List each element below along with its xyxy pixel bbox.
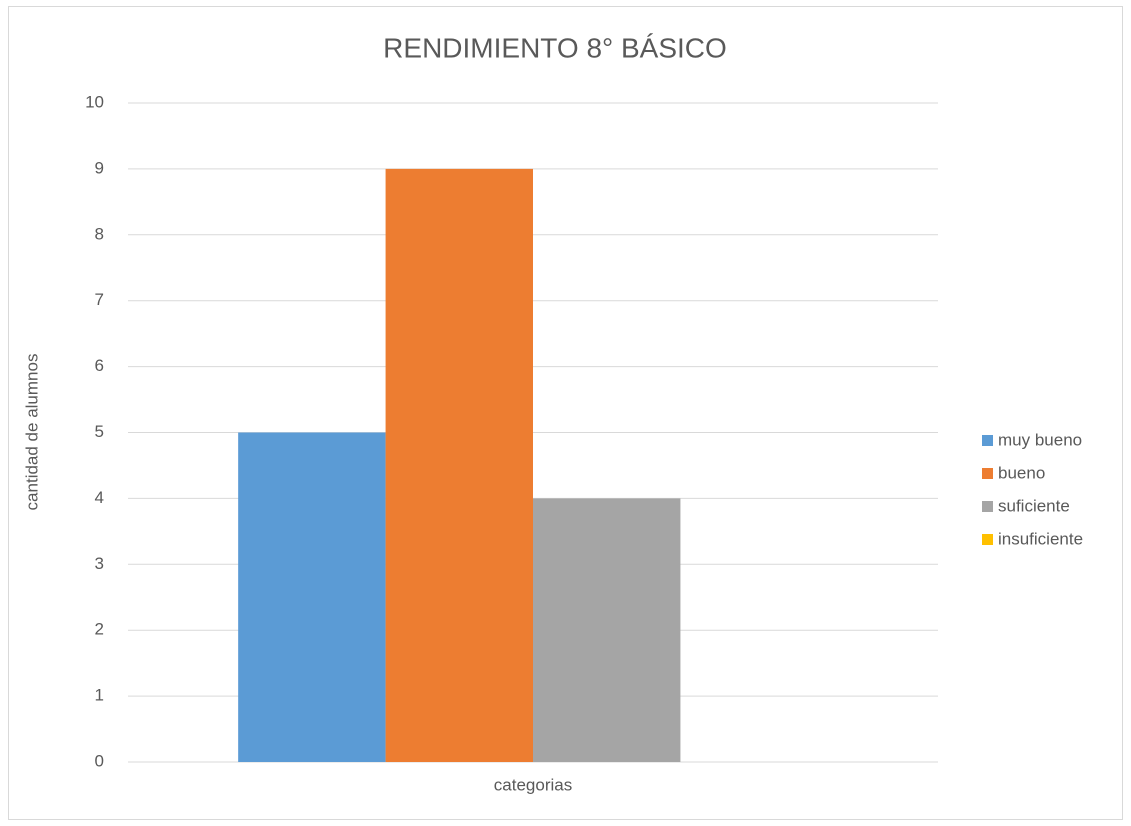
bar <box>385 168 533 762</box>
bar <box>533 498 681 762</box>
y-tick-label: 3 <box>95 554 104 573</box>
y-tick-label: 5 <box>95 422 104 441</box>
y-tick-label: 1 <box>95 686 104 705</box>
y-axis-label: cantidad de alumnos <box>22 354 41 511</box>
y-tick-label: 10 <box>85 92 104 111</box>
chart-title: RENDIMIENTO 8° BÁSICO <box>383 32 727 63</box>
bar <box>238 432 386 762</box>
y-tick-label: 6 <box>95 356 104 375</box>
x-tick-label: categorias <box>494 775 572 794</box>
y-tick-label: 2 <box>95 620 104 639</box>
legend-label: bueno <box>998 463 1045 482</box>
y-tick-label: 8 <box>95 224 104 243</box>
legend-swatch <box>982 501 993 512</box>
legend-swatch <box>982 468 993 479</box>
y-tick-label: 0 <box>95 751 104 770</box>
y-tick-label: 4 <box>95 488 104 507</box>
y-tick-label: 9 <box>95 158 104 177</box>
y-tick-label: 7 <box>95 290 104 309</box>
legend-label: suficiente <box>998 496 1070 515</box>
legend-label: insuficiente <box>998 529 1083 548</box>
legend-label: muy bueno <box>998 430 1082 449</box>
legend-swatch <box>982 534 993 545</box>
legend-swatch <box>982 435 993 446</box>
